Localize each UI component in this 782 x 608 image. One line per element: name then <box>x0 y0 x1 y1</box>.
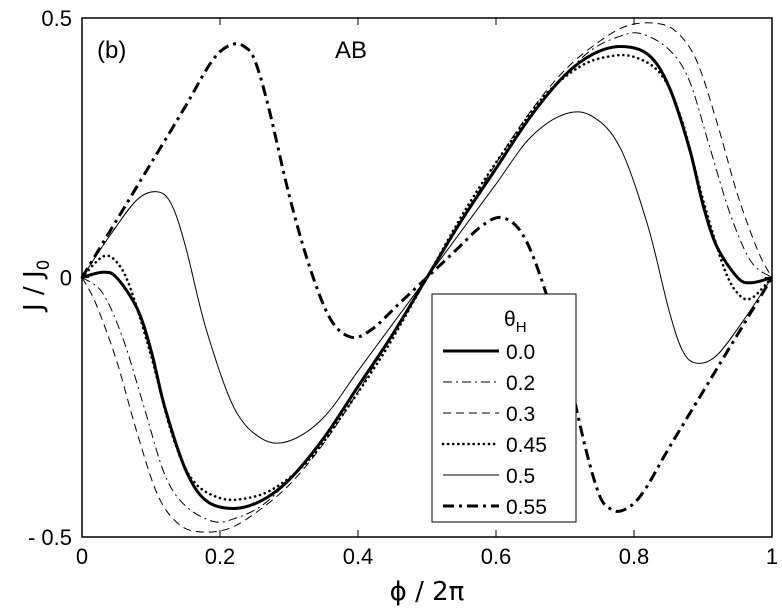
legend-title-main: θ <box>504 308 516 331</box>
legend-label: 0.0 <box>506 341 535 364</box>
legend-box <box>431 293 577 523</box>
legend-title-sub: H <box>516 319 527 336</box>
x-tick-label: 0.2 <box>205 544 236 569</box>
y-tick-label: 0 <box>60 266 72 291</box>
legend-label: 0.2 <box>506 372 535 395</box>
x-axis-label: ϕ / 2π <box>390 577 465 607</box>
annotation-ab: AB <box>335 37 367 64</box>
panel-label: (b) <box>97 37 126 64</box>
legend-items: 0.0 0.2 0.3 0.45 0.5 0.55 <box>441 341 547 519</box>
legend-label: 0.55 <box>506 496 547 519</box>
y-axis-label-main: J / J <box>19 270 49 313</box>
x-tick-label: 0.6 <box>481 544 512 569</box>
y-tick-label: 0.5 <box>41 6 72 31</box>
x-tick-label: 0.8 <box>619 544 650 569</box>
y-axis-label-sub: 0 <box>34 260 54 271</box>
x-tick-label: 0 <box>76 544 88 569</box>
axis-ticks: 0 0.2 0.4 0.6 0.8 10.50- 0.5 <box>28 6 778 569</box>
series-lines <box>80 22 774 533</box>
y-axis-label: J / J0 <box>19 260 54 313</box>
legend-title: θH <box>504 308 527 336</box>
y-tick-label: - 0.5 <box>28 525 72 550</box>
series-line-0-55 <box>80 42 774 513</box>
legend: θH 0.0 0.2 0.3 0.45 0.5 0.55 <box>431 293 577 523</box>
legend-label: 0.45 <box>506 434 547 457</box>
series-line-0-2 <box>81 32 773 523</box>
x-tick-label: 0.4 <box>343 544 374 569</box>
series-line-0-45 <box>80 53 774 502</box>
x-tick-label: 1 <box>766 544 778 569</box>
legend-label: 0.5 <box>506 465 535 488</box>
legend-label: 0.3 <box>506 403 535 426</box>
